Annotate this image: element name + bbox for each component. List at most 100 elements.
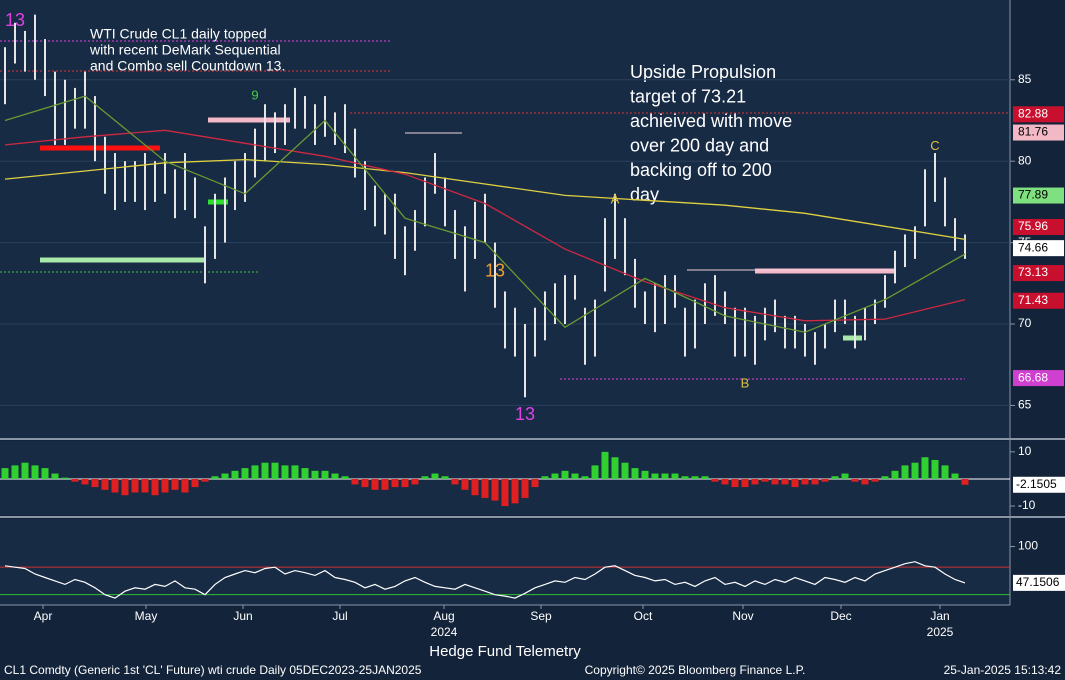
moving-average	[4, 158, 966, 241]
histogram-bar	[151, 478, 159, 496]
histogram-bar	[931, 459, 939, 479]
histogram-bar	[851, 478, 859, 482]
level-box	[1013, 124, 1064, 141]
note-line: Upside Propulsion	[630, 62, 776, 82]
histogram-bar	[71, 478, 79, 482]
histogram-bar	[881, 476, 889, 479]
histogram-bar	[571, 473, 579, 479]
histogram-bar	[531, 478, 539, 488]
histogram-bar	[641, 470, 649, 479]
histogram-bar	[771, 478, 779, 485]
histogram-bar	[231, 470, 239, 479]
histogram-bar	[671, 473, 679, 479]
histogram-bar	[791, 478, 799, 488]
histogram-bar	[401, 478, 409, 488]
x-tick-label: Jan	[930, 609, 949, 623]
histogram-bar	[281, 465, 289, 479]
histogram-bar	[191, 478, 199, 488]
y-tick-label: 70	[1018, 316, 1032, 330]
note-line: with recent DeMark Sequential	[89, 42, 281, 58]
histogram-bar	[541, 476, 549, 479]
histogram-bar	[431, 473, 439, 479]
histogram-bar	[601, 451, 609, 479]
y-tick-label: 65	[1018, 398, 1032, 412]
histogram-bar	[611, 457, 619, 479]
last-label: -2.1505	[1016, 477, 1057, 491]
histogram-bar	[491, 478, 499, 501]
x-tick-label: Sep	[530, 609, 552, 623]
histogram-bar	[811, 478, 819, 485]
histogram-bar	[871, 478, 879, 482]
histogram-bar	[891, 470, 899, 479]
histogram-bar	[951, 473, 959, 479]
y-tick-label: 85	[1018, 72, 1032, 86]
histogram-bar	[731, 478, 739, 488]
y-tick-label: 100	[1018, 539, 1038, 553]
histogram-bar	[661, 473, 669, 479]
histogram-bar	[701, 476, 709, 479]
histogram-bar	[481, 478, 489, 498]
histogram-bar	[921, 457, 929, 479]
histogram-bar	[241, 468, 249, 479]
histogram-bar	[1, 468, 9, 479]
histogram-bar	[741, 478, 749, 488]
histogram-bar	[651, 473, 659, 479]
histogram-bar	[471, 478, 479, 496]
last-label: 47.1506	[1016, 575, 1060, 589]
histogram-bar	[551, 473, 559, 479]
note-line: WTI Crude CL1 daily topped	[90, 26, 267, 42]
count-label: 13	[5, 10, 25, 30]
histogram-bar	[81, 478, 89, 485]
histogram-bar	[801, 478, 809, 485]
y-tick-label: 10	[1018, 444, 1032, 458]
histogram-bar	[31, 465, 39, 479]
histogram-bar	[861, 478, 869, 485]
count-label: 9	[251, 88, 258, 103]
x-tick-label: Apr	[34, 609, 53, 623]
histogram-bar	[251, 465, 259, 479]
note: Upside Propulsion target of 73.21 achieive…	[630, 62, 792, 205]
level-label: 81.76	[1018, 125, 1048, 139]
histogram-bar	[341, 476, 349, 479]
x-tick-label: May	[135, 609, 158, 623]
y-tick-label: -10	[1018, 498, 1036, 512]
footer-left: CL1 Comdty (Generic 1st 'CL' Future) wti…	[4, 663, 422, 677]
x-tick-label: Jun	[233, 609, 252, 623]
histogram-bar	[561, 470, 569, 479]
level-box	[1013, 370, 1064, 387]
histogram-bar	[331, 473, 339, 479]
histogram-bar	[421, 476, 429, 479]
histogram-bar	[781, 478, 789, 485]
histogram-bar	[41, 468, 49, 479]
count-label: 13	[485, 261, 505, 281]
histogram-bar	[371, 478, 379, 490]
histogram-bar	[391, 478, 399, 488]
histogram-bar	[161, 478, 169, 493]
histogram-bar	[961, 478, 969, 485]
level-label: 82.88	[1018, 106, 1048, 120]
histogram-bar	[841, 473, 849, 479]
level-box	[1013, 240, 1064, 257]
histogram-bar	[361, 478, 369, 488]
note-line: target of 73.21	[630, 86, 746, 106]
x-tick-label: Nov	[732, 609, 753, 623]
x-tick-label: Oct	[634, 609, 653, 623]
x-tick-label: Aug	[433, 609, 454, 623]
moving-average	[4, 129, 966, 322]
footer-copyright: Copyright© 2025 Bloomberg Finance L.P.	[585, 663, 806, 677]
histogram-bar	[111, 478, 119, 493]
histogram-bar	[451, 478, 459, 485]
histogram-bar	[461, 478, 469, 490]
count-label: 13	[515, 404, 535, 424]
histogram-bar	[521, 478, 529, 498]
last-box	[1013, 476, 1065, 493]
histogram-bar	[821, 478, 829, 482]
moving-average	[4, 95, 966, 333]
histogram-bar	[751, 478, 759, 485]
histogram-bar	[11, 465, 19, 479]
histogram-bar	[351, 478, 359, 485]
histogram-bar	[291, 465, 299, 479]
